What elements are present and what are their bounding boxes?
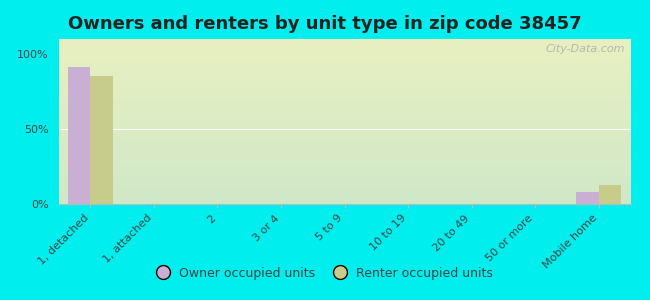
Bar bbox=[577, 192, 599, 204]
Legend: Owner occupied units, Renter occupied units: Owner occupied units, Renter occupied un… bbox=[151, 262, 499, 284]
Bar bbox=[90, 76, 112, 204]
Bar bbox=[599, 184, 621, 204]
Bar bbox=[68, 68, 90, 204]
Text: Owners and renters by unit type in zip code 38457: Owners and renters by unit type in zip c… bbox=[68, 15, 582, 33]
Text: City-Data.com: City-Data.com bbox=[545, 44, 625, 54]
